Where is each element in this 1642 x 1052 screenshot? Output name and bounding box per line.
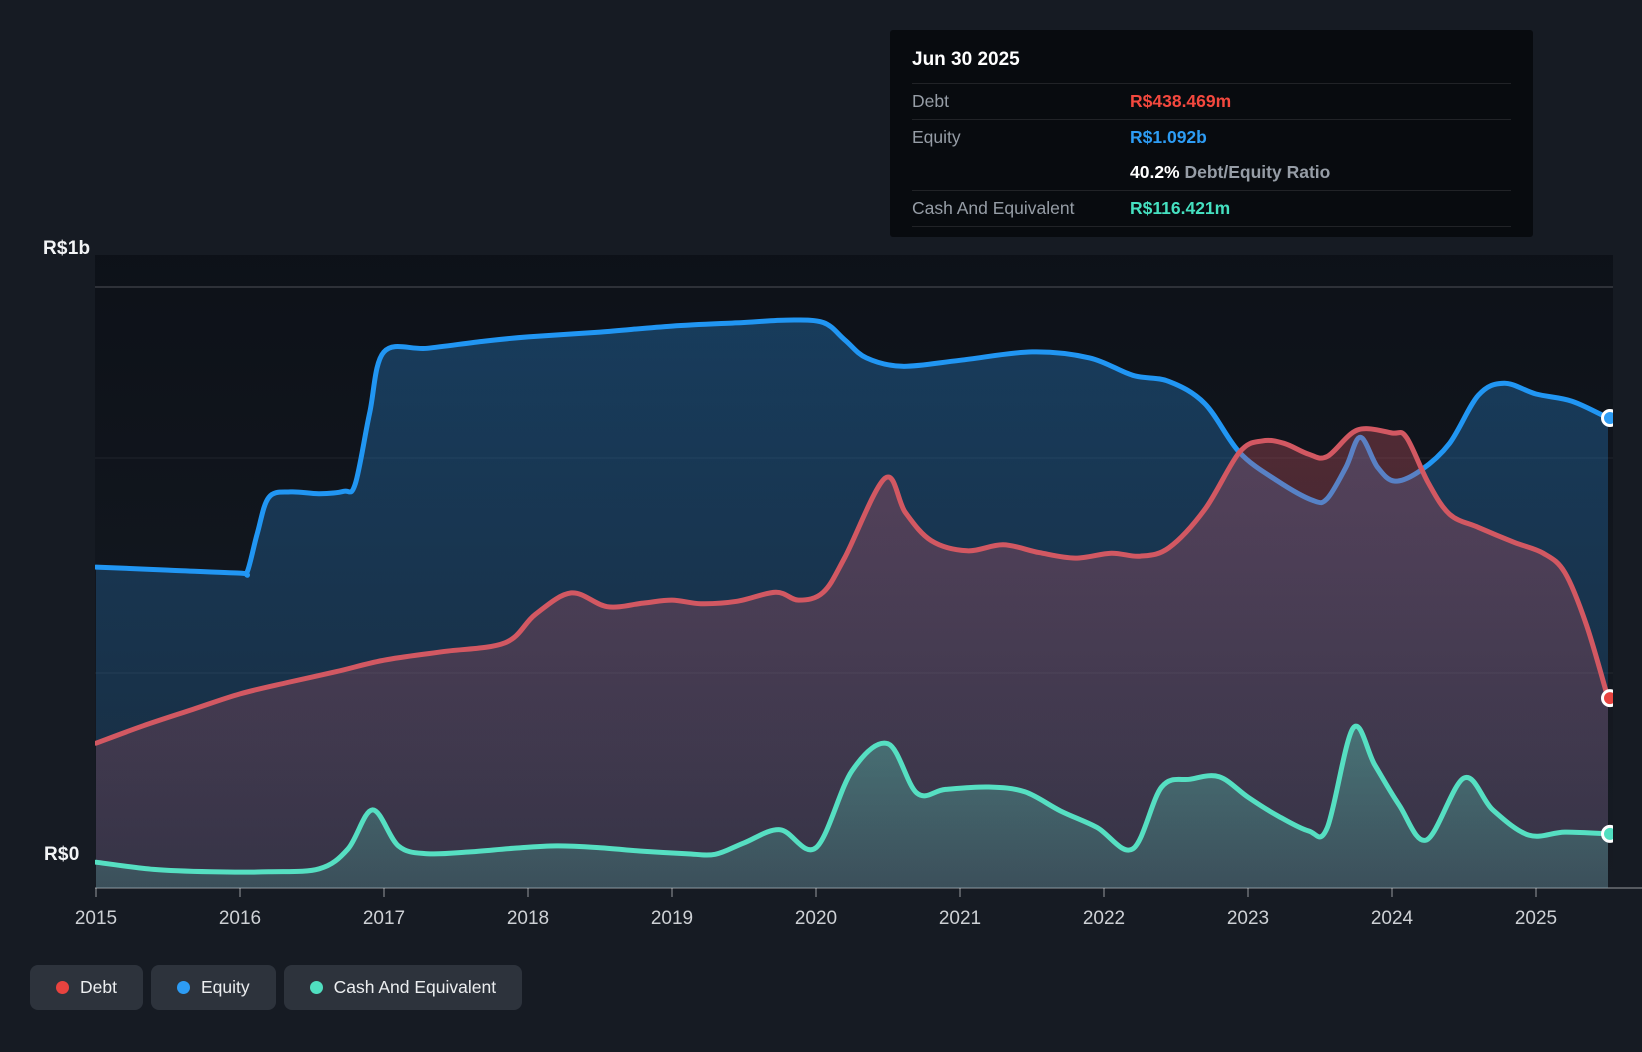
svg-text:2023: 2023 — [1227, 908, 1269, 929]
legend-equity-label: Equity — [200, 977, 250, 997]
tooltip-ratio-value: 40.2% — [1130, 162, 1180, 182]
y-axis-label-0: R$0 — [44, 844, 80, 865]
tooltip-debt-label: Debt — [912, 91, 949, 111]
tooltip-row-debt: Debt R$438.469m — [912, 84, 1511, 119]
svg-text:2016: 2016 — [219, 908, 261, 929]
chart-tooltip: Jun 30 2025 Debt R$438.469m Equity R$1.0… — [890, 30, 1533, 237]
svg-text:2025: 2025 — [1515, 908, 1557, 929]
svg-text:2019: 2019 — [651, 908, 693, 929]
tooltip-equity-value: R$1.092b — [1130, 127, 1207, 147]
tooltip-date: Jun 30 2025 — [912, 49, 1020, 70]
svg-text:2015: 2015 — [75, 908, 117, 929]
svg-text:2021: 2021 — [939, 908, 981, 929]
svg-text:2020: 2020 — [795, 908, 837, 929]
legend-item-equity[interactable]: Equity — [150, 965, 276, 1010]
legend-item-debt[interactable]: Debt — [30, 965, 143, 1010]
equity-series-dot-icon — [176, 981, 190, 994]
svg-text:2017: 2017 — [363, 908, 405, 929]
tooltip-row-cash: Cash And Equivalent R$116.421m — [912, 191, 1511, 226]
legend-cash-label: Cash And Equivalent — [333, 977, 497, 997]
tooltip-debt-value: R$438.469m — [1130, 91, 1232, 111]
cash-series-dot-icon — [309, 981, 323, 994]
legend-item-cash[interactable]: Cash And Equivalent — [283, 965, 523, 1010]
svg-text:2022: 2022 — [1083, 908, 1125, 929]
divider — [912, 226, 1511, 227]
tooltip-cash-value: R$116.421m — [1130, 198, 1231, 218]
svg-text:2024: 2024 — [1371, 908, 1414, 929]
tooltip-equity-label: Equity — [912, 127, 961, 147]
tooltip-ratio-text: Debt/Equity Ratio — [1184, 162, 1331, 182]
chart-legend: Debt Equity Cash And Equivalent — [30, 965, 523, 1010]
tooltip-row-equity: Equity R$1.092b — [912, 120, 1511, 155]
divider — [912, 83, 1511, 84]
y-axis-label-1b: R$1b — [43, 238, 91, 259]
tooltip-cash-label: Cash And Equivalent — [912, 198, 1075, 218]
legend-debt-label: Debt — [80, 977, 117, 997]
tooltip-row-ratio: 40.2% Debt/Equity Ratio — [912, 155, 1511, 190]
divider — [912, 119, 1511, 120]
debt-series-dot-icon — [56, 981, 69, 994]
tooltip-ratio: 40.2% Debt/Equity Ratio — [1130, 162, 1511, 183]
divider — [912, 190, 1511, 191]
svg-text:2018: 2018 — [507, 908, 549, 929]
